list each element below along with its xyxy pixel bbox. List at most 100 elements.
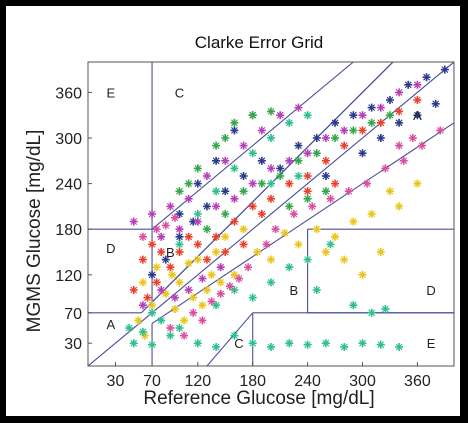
data-point — [285, 118, 294, 127]
data-point — [180, 331, 189, 340]
data-point — [376, 248, 385, 256]
data-point — [230, 126, 239, 135]
data-point — [175, 232, 184, 241]
data-point — [267, 255, 275, 264]
data-point — [285, 339, 294, 348]
data-point — [202, 225, 211, 234]
chart-title: Clarke Error Grid — [195, 33, 323, 52]
data-point — [193, 240, 202, 249]
data-point — [198, 274, 207, 283]
data-point — [134, 316, 143, 325]
data-point — [148, 210, 157, 218]
x-tick-label: 240 — [294, 373, 321, 390]
data-point — [212, 156, 221, 165]
y-tick-label: 180 — [55, 222, 82, 239]
data-point — [175, 248, 184, 256]
data-point — [312, 286, 321, 294]
data-point — [143, 293, 152, 302]
data-point — [340, 141, 349, 150]
data-point — [399, 156, 408, 165]
data-point — [344, 187, 353, 196]
data-point — [175, 324, 184, 332]
data-point — [331, 118, 340, 127]
data-point — [148, 340, 157, 349]
data-point — [349, 301, 358, 310]
data-point — [166, 263, 175, 272]
data-point — [212, 187, 221, 196]
zone-label-b: B — [290, 283, 299, 298]
data-point — [207, 270, 216, 279]
data-point — [157, 232, 166, 241]
data-point — [170, 213, 179, 222]
data-point — [239, 225, 248, 234]
data-point — [221, 156, 230, 165]
data-point — [212, 202, 221, 211]
zone-label-c: C — [175, 85, 184, 100]
data-point — [129, 339, 138, 348]
data-point — [294, 141, 303, 150]
y-axis-label: MGMS Glucose [mg/dL] — [24, 130, 45, 333]
data-point — [148, 240, 157, 249]
data-point — [198, 316, 207, 325]
data-point — [285, 179, 294, 188]
data-point — [239, 172, 248, 180]
data-point — [285, 202, 294, 211]
data-point — [267, 278, 275, 287]
data-point — [193, 255, 202, 264]
data-point — [312, 134, 321, 142]
zone-label-c: C — [234, 336, 243, 351]
data-point — [367, 308, 376, 317]
data-point — [148, 308, 157, 317]
data-point — [230, 164, 239, 173]
data-point — [257, 126, 266, 135]
data-point — [253, 248, 262, 256]
zone-label-d: D — [106, 241, 115, 256]
data-point — [413, 111, 422, 120]
data-point — [152, 225, 161, 234]
data-point — [376, 103, 385, 112]
data-point — [202, 172, 211, 180]
data-point — [385, 111, 394, 120]
data-point — [202, 202, 211, 211]
data-point — [280, 229, 289, 237]
data-point — [166, 331, 175, 340]
data-point — [221, 232, 230, 241]
data-point — [180, 316, 189, 325]
data-point — [276, 172, 285, 180]
data-point — [381, 164, 390, 173]
data-point — [321, 156, 330, 165]
data-point — [413, 96, 422, 104]
data-point — [193, 339, 202, 348]
data-point — [303, 187, 312, 196]
data-point — [367, 118, 376, 127]
data-point — [381, 305, 390, 313]
data-point — [267, 179, 275, 188]
x-tick-label: 30 — [107, 373, 125, 390]
x-tick-label: 180 — [239, 373, 266, 390]
clarke-error-grid-chart: Clarke Error Grid A A B B C C D D E E Reference G… — [24, 33, 455, 409]
data-point — [376, 340, 385, 349]
data-point — [184, 232, 193, 241]
data-point — [349, 126, 358, 135]
data-point — [262, 240, 271, 249]
data-point — [157, 248, 166, 256]
y-tick-label: 120 — [55, 268, 82, 285]
data-point — [230, 331, 239, 340]
x-tick-label: 70 — [143, 373, 161, 390]
data-point — [221, 134, 230, 142]
data-point — [363, 179, 372, 188]
zone-label-d: D — [426, 283, 435, 298]
data-point — [230, 118, 239, 127]
data-point — [198, 301, 207, 310]
data-point — [202, 255, 211, 264]
data-point — [367, 210, 376, 218]
data-point — [321, 187, 330, 196]
data-point — [413, 179, 422, 188]
x-tick-label: 300 — [349, 373, 376, 390]
data-point — [230, 217, 239, 226]
data-point — [312, 225, 321, 234]
data-point — [294, 156, 303, 165]
data-point — [349, 111, 358, 120]
data-point — [408, 134, 417, 142]
data-point — [413, 80, 422, 89]
